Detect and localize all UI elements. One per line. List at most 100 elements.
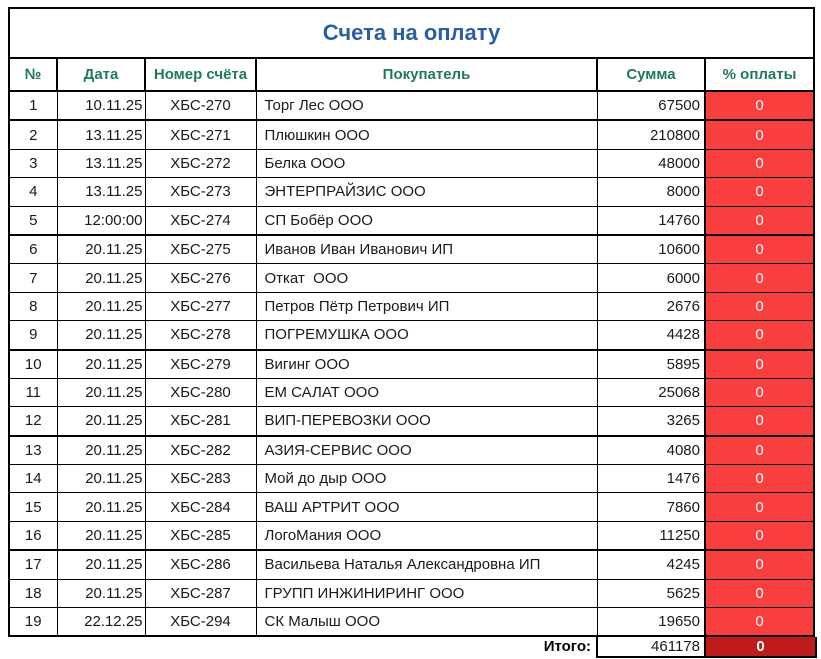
cell-buyer: ЭНТЕРПРАЙЗИС ООО (255, 177, 598, 207)
total-payment-percent: 0 (706, 637, 817, 659)
cell-date: 12:00:00 (56, 205, 146, 236)
cell-invoice-number: ХБС-281 (144, 406, 257, 437)
cell-invoice-number: ХБС-271 (144, 119, 257, 150)
cell-invoice-number: ХБС-280 (144, 377, 257, 408)
cell-amount: 7860 (596, 492, 706, 522)
cell-payment-percent: 0 (703, 520, 815, 552)
cell-amount: 19650 (596, 607, 706, 637)
table-row: 17 20.11.25 ХБС-286 Васильева Наталья Ал… (8, 549, 815, 580)
cell-payment-percent: 0 (703, 349, 815, 379)
cell-invoice-number: ХБС-294 (144, 607, 257, 637)
table-row: 2 13.11.25 ХБС-271 Плюшкин ООО 210800 0 (8, 119, 815, 150)
cell-buyer: ПОГРЕМУШКА ООО (255, 320, 598, 351)
cell-amount: 8000 (596, 177, 706, 207)
table-row: 8 20.11.25 ХБС-277 Петров Пётр Петрович … (8, 291, 815, 322)
cell-date: 10.11.25 (56, 90, 146, 122)
cell-buyer: СП Бобёр ООО (255, 205, 598, 236)
cell-invoice-number: ХБС-282 (144, 435, 257, 466)
table-row: 19 22.12.25 ХБС-294 СК Малыш ООО 19650 0 (8, 607, 815, 637)
cell-buyer: Откат ООО (255, 263, 598, 293)
cell-date: 20.11.25 (56, 520, 146, 552)
cell-amount: 4428 (596, 320, 706, 351)
cell-buyer: Петров Пётр Петрович ИП (255, 291, 598, 322)
table-row: 14 20.11.25 ХБС-283 Мой до дыр ООО 1476 … (8, 464, 815, 494)
table-row: 11 20.11.25 ХБС-280 ЕМ САЛАТ ООО 25068 0 (8, 377, 815, 408)
column-header-amount: Сумма (596, 57, 706, 92)
cell-buyer: Мой до дыр ООО (255, 464, 598, 494)
cell-buyer: АЗИЯ-СЕРВИС ООО (255, 435, 598, 466)
table-row: 1 10.11.25 ХБС-270 Торг Лес ООО 67500 0 (8, 90, 815, 122)
total-row: Итого: 461178 0 (8, 637, 817, 659)
cell-payment-percent: 0 (703, 177, 815, 207)
cell-payment-percent: 0 (703, 90, 815, 122)
cell-amount: 5895 (596, 349, 706, 379)
cell-date: 22.12.25 (56, 607, 146, 637)
table-row: 9 20.11.25 ХБС-278 ПОГРЕМУШКА ООО 4428 0 (8, 320, 815, 351)
cell-buyer: Белка ООО (255, 148, 598, 179)
cell-payment-percent: 0 (703, 435, 815, 466)
cell-invoice-number: ХБС-273 (144, 177, 257, 207)
cell-amount: 11250 (596, 520, 706, 552)
cell-number: 8 (8, 291, 58, 322)
cell-buyer: СК Малыш ООО (255, 607, 598, 637)
table-row: 4 13.11.25 ХБС-273 ЭНТЕРПРАЙЗИС ООО 8000… (8, 177, 815, 207)
cell-number: 5 (8, 205, 58, 236)
cell-invoice-number: ХБС-279 (144, 349, 257, 379)
cell-number: 14 (8, 464, 58, 494)
cell-date: 20.11.25 (56, 549, 146, 580)
cell-buyer: Плюшкин ООО (255, 119, 598, 150)
cell-invoice-number: ХБС-276 (144, 263, 257, 293)
cell-date: 20.11.25 (56, 377, 146, 408)
cell-date: 20.11.25 (56, 406, 146, 437)
cell-amount: 48000 (596, 148, 706, 179)
cell-number: 7 (8, 263, 58, 293)
cell-number: 13 (8, 435, 58, 466)
cell-number: 12 (8, 406, 58, 437)
cell-amount: 5625 (596, 578, 706, 609)
table-row: 7 20.11.25 ХБС-276 Откат ООО 6000 0 (8, 263, 815, 293)
cell-invoice-number: ХБС-278 (144, 320, 257, 351)
cell-number: 18 (8, 578, 58, 609)
cell-invoice-number: ХБС-284 (144, 492, 257, 522)
table-row: 6 20.11.25 ХБС-275 Иванов Иван Иванович … (8, 234, 815, 265)
cell-invoice-number: ХБС-286 (144, 549, 257, 580)
cell-buyer: Иванов Иван Иванович ИП (255, 234, 598, 265)
cell-date: 13.11.25 (56, 177, 146, 207)
cell-invoice-number: ХБС-274 (144, 205, 257, 236)
cell-date: 13.11.25 (56, 148, 146, 179)
table-row: 10 20.11.25 ХБС-279 Вигинг ООО 5895 0 (8, 349, 815, 379)
cell-date: 20.11.25 (56, 263, 146, 293)
cell-amount: 4080 (596, 435, 706, 466)
cell-number: 1 (8, 90, 58, 122)
cell-payment-percent: 0 (703, 320, 815, 351)
title-row: Счета на оплату (9, 8, 815, 59)
cell-date: 20.11.25 (56, 320, 146, 351)
cell-buyer: ВАШ АРТРИТ ООО (255, 492, 598, 522)
cell-invoice-number: ХБС-270 (144, 90, 257, 122)
column-header-invoice: Номер счёта (144, 57, 257, 92)
table-row: 18 20.11.25 ХБС-287 ГРУПП ИНЖИНИРИНГ ООО… (8, 578, 815, 609)
table-row: 15 20.11.25 ХБС-284 ВАШ АРТРИТ ООО 7860 … (8, 492, 815, 522)
cell-payment-percent: 0 (703, 234, 815, 265)
cell-number: 2 (8, 119, 58, 150)
cell-number: 19 (8, 607, 58, 637)
cell-invoice-number: ХБС-272 (144, 148, 257, 179)
cell-amount: 1476 (596, 464, 706, 494)
cell-payment-percent: 0 (703, 263, 815, 293)
cell-buyer: Вигинг ООО (255, 349, 598, 379)
page-title: Счета на оплату (9, 8, 815, 59)
cell-payment-percent: 0 (703, 205, 815, 236)
cell-number: 4 (8, 177, 58, 207)
cell-number: 9 (8, 320, 58, 351)
table-row: 3 13.11.25 ХБС-272 Белка ООО 48000 0 (8, 148, 815, 179)
cell-buyer: ГРУПП ИНЖИНИРИНГ ООО (255, 578, 598, 609)
cell-invoice-number: ХБС-275 (144, 234, 257, 265)
cell-date: 20.11.25 (56, 349, 146, 379)
cell-amount: 210800 (596, 119, 706, 150)
cell-date: 13.11.25 (56, 119, 146, 150)
cell-buyer: ВИП-ПЕРЕВОЗКИ ООО (255, 406, 598, 437)
cell-date: 20.11.25 (56, 435, 146, 466)
table-row: 12 20.11.25 ХБС-281 ВИП-ПЕРЕВОЗКИ ООО 32… (8, 406, 815, 437)
cell-date: 20.11.25 (56, 578, 146, 609)
